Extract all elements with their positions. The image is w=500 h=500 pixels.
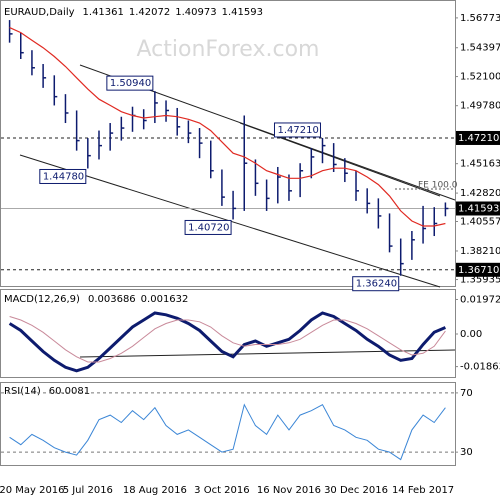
y-tick-label: 0.019725 [460, 294, 500, 305]
annotation-label: 1.36240 [356, 279, 397, 290]
level-box [456, 262, 500, 277]
watermark: ActionForex.com [137, 37, 320, 62]
y-tick-label: 70 [460, 388, 473, 399]
macd-trendline [79, 349, 456, 358]
annotation-box [273, 122, 321, 138]
level-box [456, 130, 500, 145]
annotation-box [352, 276, 400, 292]
annotation-label: 1.50940 [110, 78, 151, 89]
x-tick-label: 20 May 2016 [0, 485, 65, 496]
header-value: 1.41361 [83, 7, 124, 18]
indicator-line [9, 316, 446, 363]
level-label: 1.36710 [458, 265, 499, 276]
header-value: 0.001632 [141, 294, 189, 305]
y-tick-label: -0.018631 [460, 362, 500, 373]
annotation-box [39, 168, 87, 184]
y-tick-label: 1.54397 [460, 43, 500, 54]
y-tick-label: 1.35935 [460, 275, 500, 286]
y-tick-label: 1.38210 [460, 246, 500, 257]
annotation-label: 1.40720 [188, 222, 229, 233]
annotation-label: 1.44780 [43, 171, 84, 182]
x-tick-label: 16 Nov 2016 [257, 485, 321, 496]
indicator-line [8, 311, 446, 373]
annotation-label: 1.47210 [277, 125, 318, 136]
annotation-box [184, 219, 232, 235]
moving-average [9, 27, 446, 227]
panel-title: RSI(14) [4, 386, 41, 397]
fe-label: FE 100.0 [418, 181, 458, 191]
level-label: 1.47210 [458, 133, 499, 144]
x-tick-label: 14 Feb 2017 [392, 485, 454, 496]
x-tick-label: 30 Dec 2016 [324, 485, 388, 496]
header-value: 0.003686 [88, 294, 136, 305]
x-tick-label: 3 Oct 2016 [194, 485, 249, 496]
panel-title: MACD(12,26,9) [4, 294, 80, 305]
y-tick-label: 1.56773 [460, 13, 500, 24]
header-value: 1.40973 [175, 7, 216, 18]
header-value: 60.0081 [49, 386, 90, 397]
header-value: 1.42072 [129, 7, 170, 18]
y-tick-label: 1.49780 [460, 101, 500, 112]
x-tick-label: 5 Jul 2016 [63, 485, 113, 496]
x-tick-label: 18 Aug 2016 [123, 485, 187, 496]
panel-title: EURAUD,Daily [4, 7, 75, 18]
y-tick-label: 1.40557 [460, 217, 500, 228]
price-panel [0, 0, 456, 287]
y-tick-label: 0.00 [460, 329, 482, 340]
last-label: 1.41593 [458, 203, 499, 214]
rsi-panel [0, 382, 456, 466]
header-value: 1.41593 [222, 7, 263, 18]
annotation-box [106, 75, 154, 91]
y-tick-label: 30 [460, 447, 473, 458]
indicator-line [9, 403, 446, 461]
y-tick-label: 1.52100 [460, 72, 500, 83]
y-tick-label: 1.45163 [460, 159, 500, 170]
last-box [456, 201, 500, 216]
channel-mid [239, 122, 441, 197]
y-tick-label: 1.42820 [460, 188, 500, 199]
